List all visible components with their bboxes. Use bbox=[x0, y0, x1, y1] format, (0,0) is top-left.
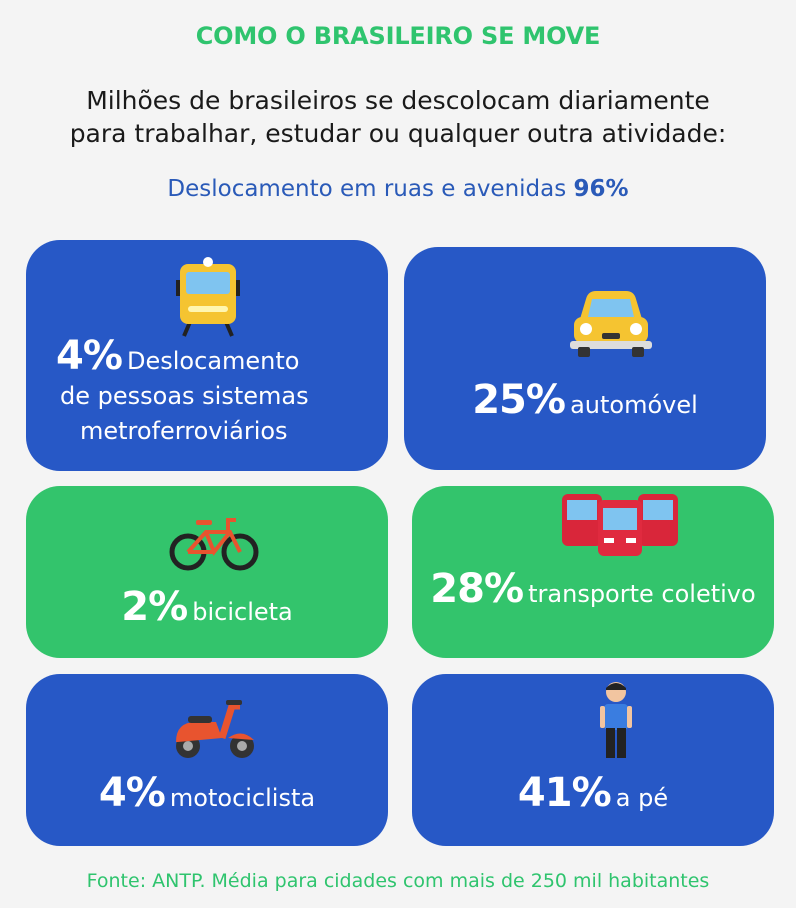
card-metro-rail: 4% Deslocamento de pessoas sistemas metr… bbox=[26, 240, 388, 471]
stat-walking: 41% a pé bbox=[412, 770, 774, 816]
card-label: bicicleta bbox=[192, 598, 293, 626]
card-percentage: 4% bbox=[98, 770, 166, 816]
card-percentage: 25% bbox=[472, 377, 566, 423]
card-label: a pé bbox=[615, 784, 669, 812]
card-walking: 41% a pé bbox=[412, 674, 774, 846]
page-title: COMO O BRASILEIRO SE MOVE bbox=[195, 22, 601, 50]
card-automobile: 25% automóvel bbox=[404, 247, 766, 470]
stat-automobile: 25% automóvel bbox=[404, 377, 766, 423]
stat-bicycle: 2% bicicleta bbox=[26, 584, 388, 630]
bicycle-icon bbox=[169, 518, 259, 571]
card-label: motociclista bbox=[169, 784, 316, 812]
stat-metro-rail: 4% Deslocamento de pessoas sistemas metr… bbox=[56, 336, 376, 450]
subtitle-line-1: Milhões de brasileiros se descolocam dia… bbox=[86, 86, 710, 115]
card-percentage: 28% bbox=[430, 566, 524, 612]
car-icon bbox=[570, 291, 652, 357]
card-label-line-3: metroferroviários bbox=[80, 417, 288, 445]
stat-motorcycle: 4% motociclista bbox=[26, 770, 388, 816]
streets-text: Deslocamento em ruas e avenidas bbox=[167, 176, 567, 202]
streets-percentage: 96% bbox=[573, 176, 629, 202]
scooter-icon bbox=[176, 700, 254, 758]
card-label: transporte coletivo bbox=[528, 580, 756, 608]
page-subtitle: Milhões de brasileiros se descolocam dia… bbox=[0, 84, 796, 150]
card-label-line-2: de pessoas sistemas bbox=[60, 382, 309, 410]
card-public-transport: 28% transporte coletivo bbox=[412, 486, 774, 658]
bus-icon bbox=[562, 494, 678, 556]
subtitle-line-2: para trabalhar, estudar ou qualquer outr… bbox=[69, 119, 727, 148]
card-motorcycle: 4% motociclista bbox=[26, 674, 388, 846]
card-label: automóvel bbox=[570, 391, 698, 419]
pedestrian-icon bbox=[600, 682, 632, 758]
stat-public-transport: 28% transporte coletivo bbox=[412, 566, 774, 612]
card-percentage: 4% bbox=[56, 333, 123, 379]
train-icon bbox=[176, 257, 240, 337]
source-note: Fonte: ANTP. Média para cidades com mais… bbox=[86, 870, 710, 892]
card-percentage: 2% bbox=[121, 584, 188, 630]
card-label: Deslocamento bbox=[127, 347, 300, 375]
card-percentage: 41% bbox=[517, 770, 612, 816]
card-bicycle: 2% bicicleta bbox=[26, 486, 388, 658]
streets-summary: Deslocamento em ruas e avenidas 96% bbox=[0, 176, 796, 202]
